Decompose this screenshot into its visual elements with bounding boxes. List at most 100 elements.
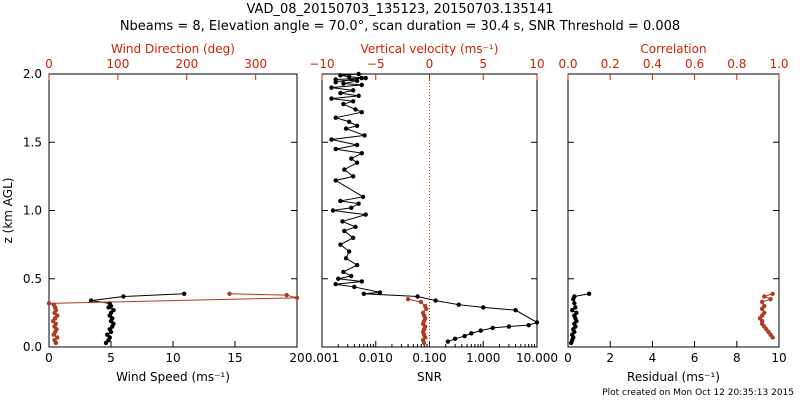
y-tick-label: 0.0 (23, 340, 42, 354)
data-point-wind-direction (55, 335, 60, 340)
top-axis-label: Wind Direction (deg) (111, 42, 235, 56)
data-point-snr (349, 205, 354, 210)
data-point-wind-speed (105, 332, 110, 337)
data-point-snr (333, 282, 338, 287)
data-point-snr (513, 307, 518, 313)
data-point-snr (341, 101, 346, 107)
data-point-vertical-velocity (418, 299, 424, 305)
data-point-snr (338, 198, 343, 204)
data-point-snr (354, 160, 360, 165)
bottom-tick-label: 6 (691, 351, 699, 365)
data-point-snr (341, 269, 346, 275)
data-point-snr (354, 78, 360, 84)
data-point-snr (329, 96, 334, 101)
data-point-snr (346, 74, 352, 79)
data-point-correlation (762, 303, 767, 309)
chart-title: VAD_08_20150703_135123, 20150703.135141 (246, 2, 554, 17)
data-point-residual (572, 301, 577, 306)
panel-frame-wind (48, 73, 298, 348)
data-point-snr (433, 298, 438, 303)
data-point-snr (342, 167, 347, 172)
data-point-residual (573, 305, 578, 310)
data-point-snr (359, 82, 364, 88)
y-tick-label: 1.0 (23, 204, 42, 218)
bottom-tick-label: 0 (45, 351, 53, 365)
data-point-wind-direction (53, 321, 59, 326)
top-tick-label: 0.2 (601, 57, 620, 71)
top-axis-label: Correlation (640, 42, 706, 56)
y-axis-label: z (km AGL) (1, 178, 15, 244)
top-tick-label: 0.4 (643, 57, 662, 71)
top-tick-label: 1.0 (769, 57, 788, 71)
data-point-snr (534, 320, 540, 325)
data-point-wind-speed (121, 294, 126, 299)
data-point-snr (359, 279, 364, 284)
data-point-snr (456, 302, 461, 307)
top-tick-label: 0.0 (558, 57, 577, 71)
panel-frame-residual_correlation (567, 73, 780, 348)
data-point-snr (349, 273, 354, 279)
data-point-snr (452, 336, 458, 342)
data-point-snr (481, 305, 486, 310)
data-point-wind-direction (52, 337, 57, 343)
top-tick-label: 0 (45, 57, 53, 71)
bottom-tick-label: 10.000 (516, 351, 558, 365)
top-tick-label: 300 (244, 57, 267, 71)
data-point-vertical-velocity (423, 303, 428, 309)
data-point-wind-direction (284, 292, 289, 298)
bottom-tick-label: 0.100 (412, 351, 446, 365)
data-point-snr (363, 212, 368, 217)
bottom-tick-label: 0.001 (305, 351, 339, 365)
data-point-snr (415, 294, 420, 299)
y-tick-label: 1.5 (23, 135, 42, 149)
data-point-vertical-velocity (420, 310, 426, 316)
data-point-snr (350, 174, 356, 179)
bottom-axis-label: Residual (ms⁻¹) (627, 370, 720, 384)
data-point-snr (341, 81, 346, 86)
data-point-residual (572, 294, 577, 299)
top-tick-label: −5 (367, 57, 385, 71)
data-point-correlation (768, 297, 773, 302)
data-point-snr (359, 150, 364, 156)
data-point-wind-direction (227, 291, 232, 296)
data-point-snr (350, 88, 356, 93)
bottom-tick-label: 1.000 (466, 351, 500, 365)
data-point-residual (586, 291, 592, 296)
data-point-snr (353, 224, 358, 230)
top-tick-label: 10 (529, 57, 544, 71)
data-point-snr (360, 194, 366, 200)
data-point-snr (526, 322, 531, 328)
data-point-snr (363, 75, 368, 81)
data-point-snr (362, 133, 367, 138)
data-point-snr (354, 123, 360, 129)
data-point-snr (329, 137, 334, 142)
data-point-snr (333, 79, 338, 85)
data-point-snr (353, 107, 358, 112)
bottom-axis-label: SNR (417, 370, 442, 384)
data-point-snr (342, 228, 347, 234)
data-point-snr (333, 178, 338, 183)
data-point-snr (478, 328, 483, 333)
data-point-snr (354, 142, 360, 148)
bottom-tick-label: 10 (165, 351, 180, 365)
top-tick-label: 0 (426, 57, 434, 71)
data-point-snr (356, 71, 361, 77)
data-point-snr (330, 208, 336, 213)
bottom-tick-label: 0 (564, 351, 572, 365)
top-tick-label: −10 (309, 57, 334, 71)
data-point-residual (574, 310, 579, 316)
data-point-correlation (762, 310, 767, 316)
y-tick-label: 2.0 (23, 67, 42, 81)
data-point-wind-direction (55, 313, 60, 318)
data-point-snr (490, 325, 495, 331)
bottom-tick-label: 10 (771, 351, 786, 365)
data-point-snr (445, 339, 451, 344)
bottom-tick-label: 15 (227, 351, 242, 365)
data-point-wind-direction (294, 295, 300, 301)
data-point-wind-speed (111, 307, 116, 313)
data-point-snr (469, 331, 474, 336)
bottom-tick-label: 4 (649, 351, 657, 365)
data-point-snr (359, 110, 364, 115)
data-point-snr (377, 290, 383, 295)
